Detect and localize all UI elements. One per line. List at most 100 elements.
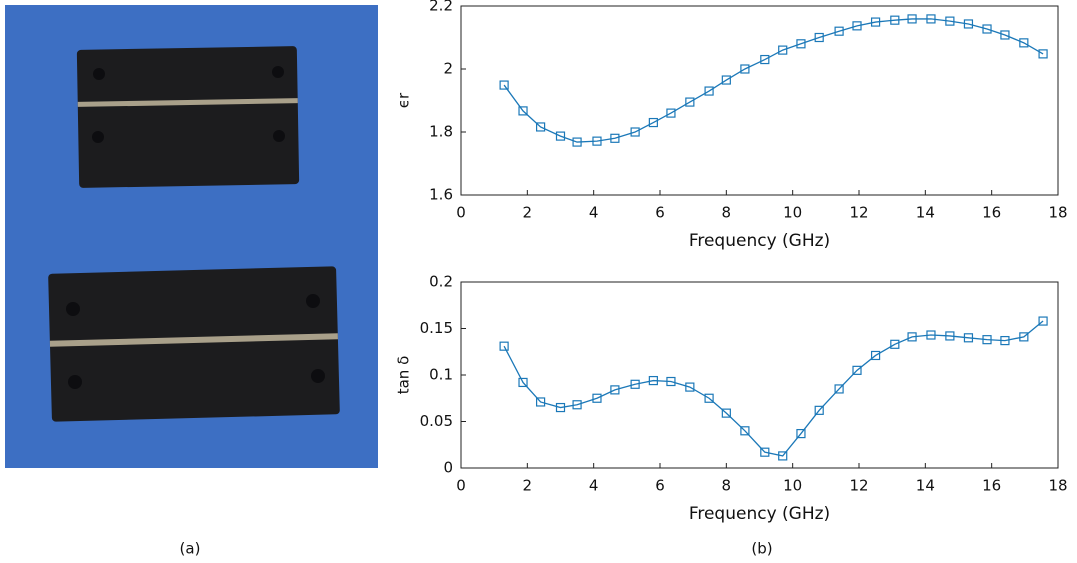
data-marker [890,339,900,349]
data-marker [982,335,992,345]
data-marker [963,333,974,343]
data-marker [535,397,546,407]
x-tick-label: 12 [849,477,868,495]
data-marker [648,375,658,386]
sample-1 [76,46,300,188]
data-marker [535,122,546,132]
data-marker [760,447,770,457]
y-tick-label: 0.1 [429,366,453,384]
data-marker [926,14,936,24]
photo [5,5,378,468]
data-marker [778,451,788,461]
data-marker [945,331,955,341]
data-marker [499,80,509,90]
data-line [503,18,1044,143]
hole [68,375,82,389]
hole [93,68,105,80]
y-tick-label: 0.2 [429,273,453,291]
data-marker [666,108,676,118]
caption: (b) [751,540,772,558]
data-marker [721,408,731,418]
data-marker [852,21,862,31]
data-marker [666,376,676,387]
plot-frame [460,5,1059,196]
x-tick-label: 0 [456,204,466,222]
x-tick-label: 2 [523,477,533,495]
x-tick-label: 18 [1048,477,1067,495]
data-marker [778,45,788,55]
x-axis-label: Frequency (GHz) [689,231,830,251]
data-marker [630,127,640,137]
x-tick-label: 2 [523,204,533,222]
data-marker [796,428,806,439]
data-marker [685,382,695,392]
data-line [503,320,1044,457]
data-marker [945,16,955,26]
data-marker [870,350,881,361]
x-tick-label: 14 [916,204,935,222]
data-marker [1019,38,1029,48]
data-marker [518,106,528,116]
data-marker [704,393,714,403]
data-marker [760,54,770,65]
y-tick-label: 0.05 [420,412,453,430]
data-marker [834,384,844,394]
data-marker [926,330,936,340]
data-marker [704,86,714,96]
data-marker [518,377,528,388]
data-marker [572,400,582,410]
data-marker [499,341,509,351]
x-tick-label: 6 [655,204,665,222]
data-marker [685,97,695,107]
data-marker [1038,49,1048,59]
sample-1-strip [77,98,298,107]
x-tick-label: 0 [456,477,466,495]
x-tick-label: 10 [783,204,802,222]
caption: (a) [180,540,201,558]
data-marker [834,26,844,36]
data-marker [555,402,566,413]
data-marker [870,17,881,27]
x-tick-label: 14 [916,477,935,495]
x-tick-label: 12 [849,204,868,222]
data-marker [721,75,731,85]
x-tick-label: 8 [722,477,732,495]
data-marker [1000,335,1010,346]
data-marker [796,39,806,49]
data-marker [852,365,862,375]
y-axis-label: ϵr [395,92,413,108]
data-marker [814,32,824,43]
hole [272,66,284,78]
y-tick-label: 0.15 [420,319,453,337]
hole [66,302,80,316]
x-tick-label: 16 [982,204,1001,222]
sample-2-strip [49,333,338,347]
data-marker [982,24,992,34]
data-marker [907,332,917,342]
x-tick-label: 8 [722,204,732,222]
data-marker [592,136,602,146]
data-marker [592,393,602,403]
plot-frame [460,281,1059,469]
x-tick-label: 16 [982,477,1001,495]
data-marker [1000,30,1010,40]
data-marker [610,133,620,143]
data-marker [555,131,566,141]
y-tick-label: 0 [443,459,453,477]
y-tick-label: 1.6 [429,186,453,204]
x-axis-label: Frequency (GHz) [689,504,830,524]
hole [92,131,104,143]
data-marker [890,15,900,25]
x-tick-label: 10 [783,477,802,495]
data-marker [572,137,582,147]
hole [311,369,325,383]
y-tick-label: 2.2 [429,0,453,15]
y-tick-label: 1.8 [429,123,453,141]
data-marker [610,385,620,395]
sample-2 [48,266,340,422]
hole [273,130,285,142]
data-marker [907,14,917,24]
x-tick-label: 18 [1048,204,1067,222]
data-marker [814,405,824,415]
